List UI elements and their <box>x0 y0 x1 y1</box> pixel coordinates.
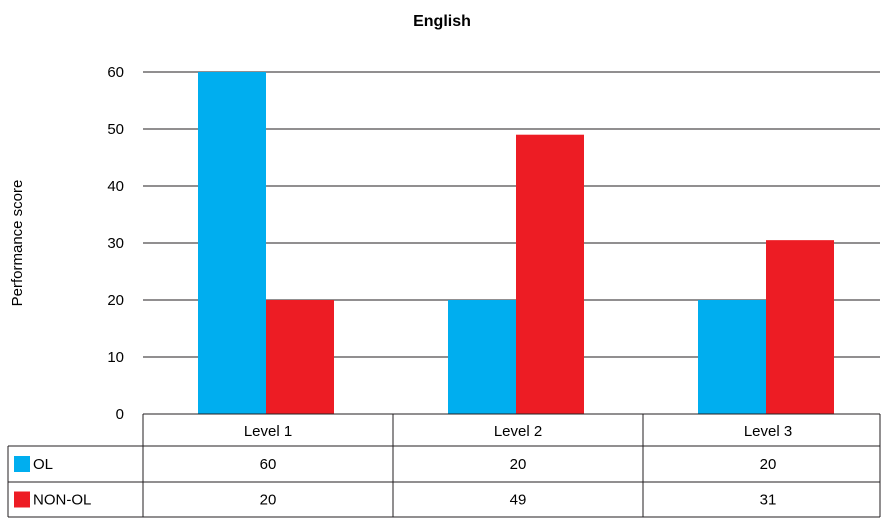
bars <box>198 72 834 414</box>
category-label: Level 1 <box>244 423 292 440</box>
table-value: 20 <box>760 456 777 473</box>
legend-swatch-ol <box>14 456 30 472</box>
legend-label: NON-OL <box>33 492 91 509</box>
bar-non-ol-1 <box>266 300 334 414</box>
category-label: Level 3 <box>744 423 792 440</box>
table-value: 20 <box>260 492 277 509</box>
y-tick-label: 60 <box>107 64 124 81</box>
y-tick-label: 10 <box>107 349 124 366</box>
legend-swatch-non-ol <box>14 491 30 508</box>
bar-ol-2 <box>448 300 516 414</box>
y-tick-label: 0 <box>116 406 124 423</box>
y-tick-label: 20 <box>107 292 124 309</box>
y-tick-labels: 0 10 20 30 40 50 60 <box>107 64 124 423</box>
category-label: Level 2 <box>494 423 542 440</box>
bar-ol-1 <box>198 72 266 414</box>
bar-non-ol-3 <box>766 240 834 414</box>
y-tick-label: 40 <box>107 178 124 195</box>
y-tick-label: 50 <box>107 121 124 138</box>
y-tick-label: 30 <box>107 235 124 252</box>
bar-ol-3 <box>698 300 766 414</box>
data-table: Level 1 Level 2 Level 3 OL 60 20 20 NON-OL 20 49 3… <box>7 413 881 518</box>
table-value: 20 <box>510 456 527 473</box>
legend-label: OL <box>33 456 53 473</box>
bar-non-ol-2 <box>516 134 584 414</box>
table-value: 49 <box>510 492 527 509</box>
table-value: 60 <box>260 456 277 473</box>
chart-title: English <box>413 13 471 30</box>
y-axis-label: Performance score <box>9 180 26 307</box>
table-value: 31 <box>760 492 777 509</box>
